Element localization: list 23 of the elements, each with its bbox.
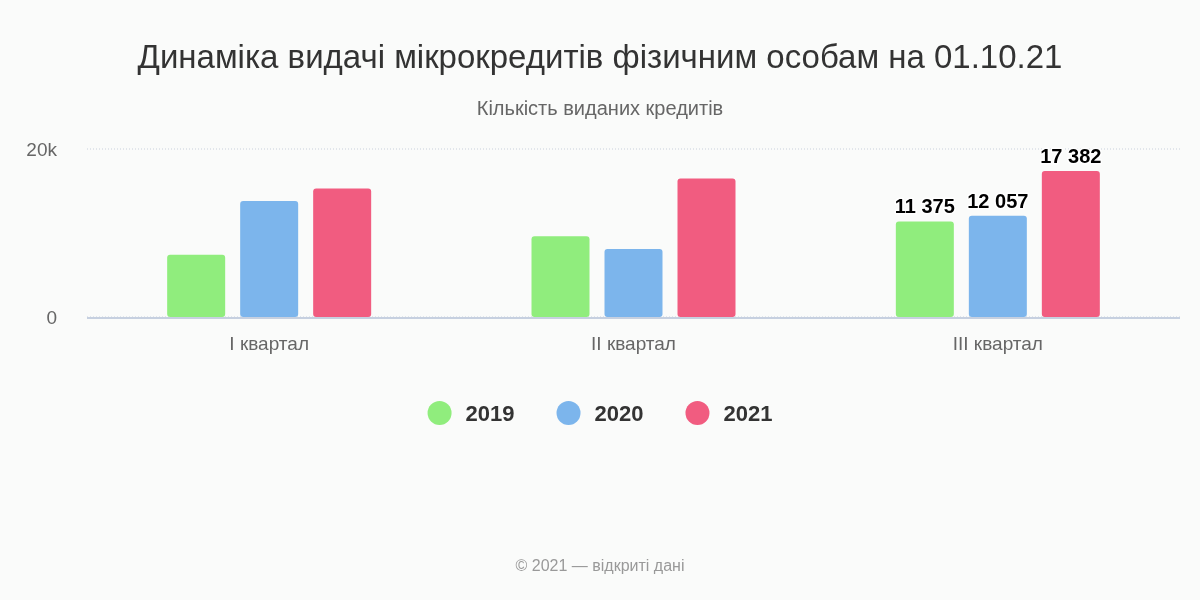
bar: [167, 254, 226, 317]
legend-label: 2019: [465, 401, 515, 426]
bar: [968, 215, 1027, 317]
bar: [313, 188, 372, 317]
bar: [240, 201, 299, 317]
legend-label: 2020: [594, 401, 644, 426]
x-tick-label: III квартал: [952, 333, 1043, 355]
chart-subtitle: Кількість виданих кредитів: [476, 97, 724, 119]
bar: [604, 248, 663, 317]
data-label: 17 382: [1040, 144, 1102, 167]
bar: [1041, 170, 1100, 317]
data-label: 11 375: [894, 195, 955, 218]
chart-title: Динаміка видачі мікрокредитів фізичним особам на 01.10.21: [137, 38, 1063, 75]
legend-label: 2021: [723, 401, 773, 426]
x-tick-label: I квартал: [229, 333, 309, 355]
y-tick-label: 0: [46, 306, 57, 328]
y-tick-label: 20k: [26, 138, 58, 160]
x-tick-label: II квартал: [591, 333, 676, 355]
bar: [677, 178, 736, 317]
data-label: 12 057: [967, 189, 1029, 212]
bar: [895, 221, 954, 317]
bar: [531, 236, 590, 317]
text: © 2021 — відкриті дані: [515, 557, 685, 574]
